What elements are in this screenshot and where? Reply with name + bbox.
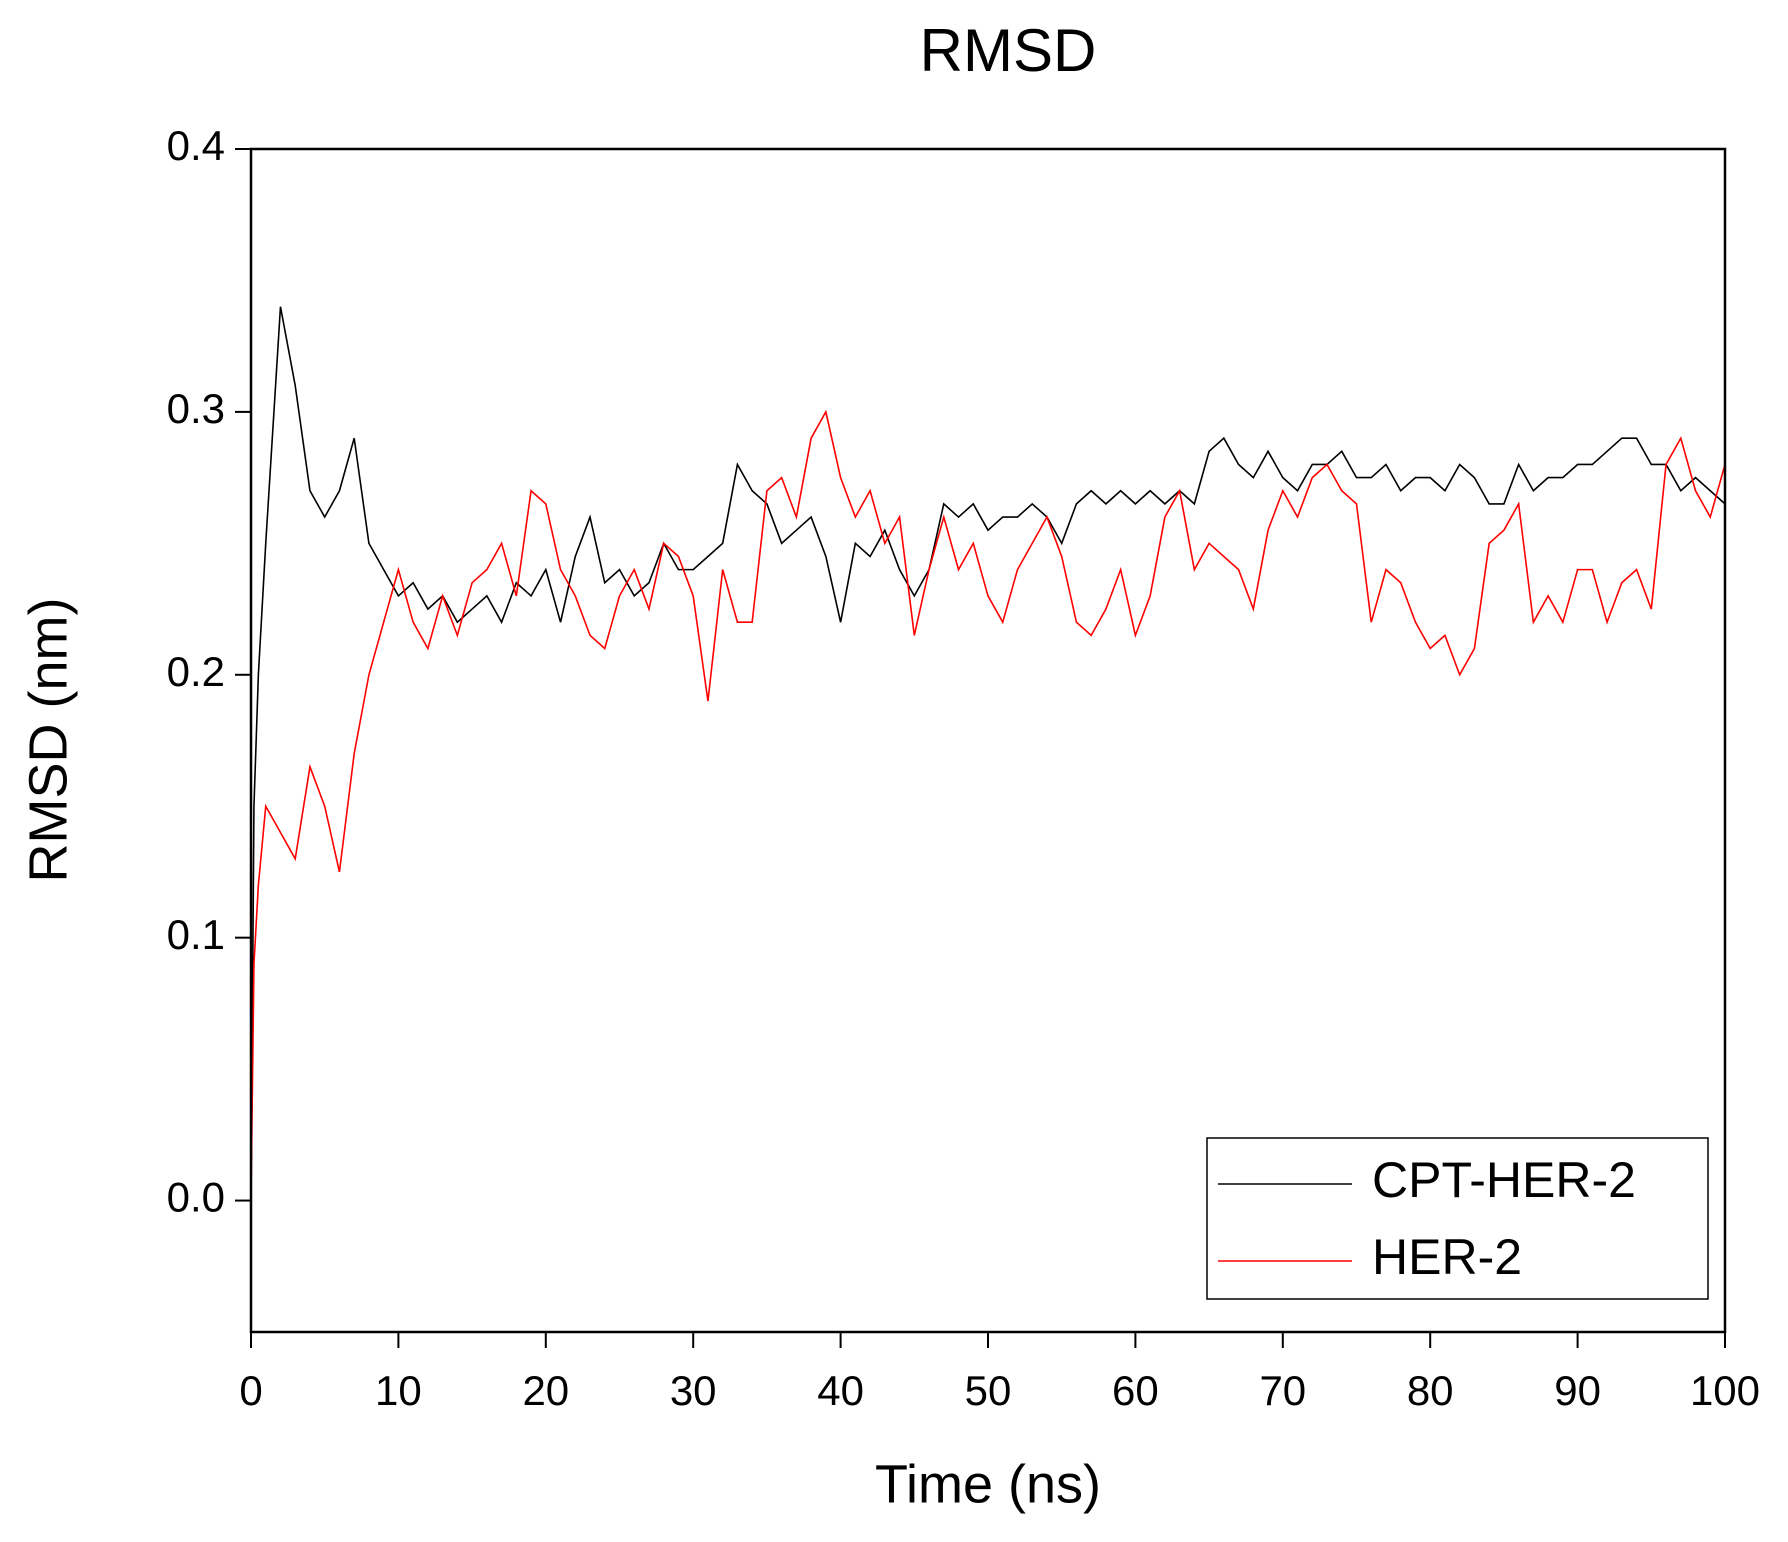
data-line [250,306,1726,1201]
y-tick-label: 0.0 [167,1174,225,1221]
legend-box [1206,1137,1709,1300]
legend-label: HER-2 [1372,1229,1522,1285]
y-tick-label: 0.3 [167,385,225,432]
x-tick-label: 50 [965,1367,1012,1414]
legend-label: CPT-HER-2 [1372,1152,1636,1208]
x-tick-label: 80 [1407,1367,1454,1414]
plot-frame [249,147,1727,1334]
y-tick-label: 0.2 [167,648,225,695]
x-tick-label: 70 [1259,1367,1306,1414]
y-tick-label: 0.4 [167,122,225,169]
x-tick-label: 10 [375,1367,422,1414]
x-tick-label: 60 [1112,1367,1159,1414]
data-line [250,409,1726,1201]
y-tick-label: 0.1 [167,911,225,958]
x-tick-label: 0 [239,1367,262,1414]
x-axis-label: Time (ns) [875,1454,1101,1514]
y-axis-label: RMSD (nm) [18,598,78,883]
x-tick-label: 100 [1690,1367,1760,1414]
x-tick-label: 20 [522,1367,569,1414]
x-tick-label: 90 [1554,1367,1601,1414]
x-tick-label: 40 [817,1367,864,1414]
chart-title: RMSD [920,17,1097,84]
x-tick-label: 30 [670,1367,717,1414]
